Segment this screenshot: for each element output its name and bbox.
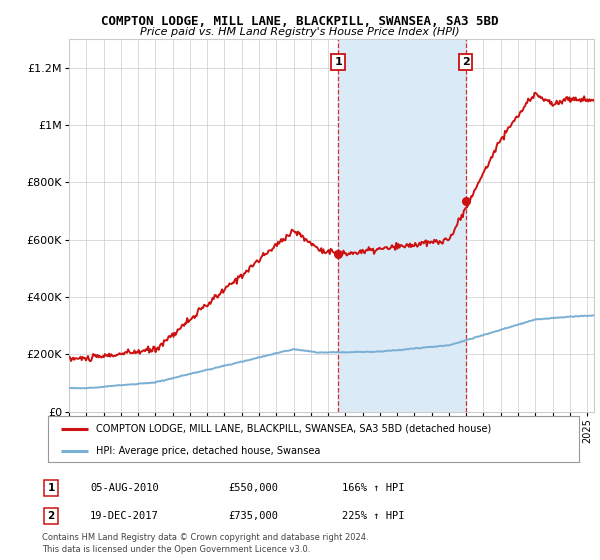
Text: £735,000: £735,000 [228, 511, 278, 521]
Text: 225% ↑ HPI: 225% ↑ HPI [342, 511, 404, 521]
Text: 166% ↑ HPI: 166% ↑ HPI [342, 483, 404, 493]
Text: 1: 1 [334, 57, 342, 67]
Text: Price paid vs. HM Land Registry's House Price Index (HPI): Price paid vs. HM Land Registry's House … [140, 27, 460, 37]
Text: 19-DEC-2017: 19-DEC-2017 [90, 511, 159, 521]
Text: This data is licensed under the Open Government Licence v3.0.: This data is licensed under the Open Gov… [42, 545, 310, 554]
Text: 2: 2 [461, 57, 469, 67]
Text: COMPTON LODGE, MILL LANE, BLACKPILL, SWANSEA, SA3 5BD (detached house): COMPTON LODGE, MILL LANE, BLACKPILL, SWA… [96, 424, 491, 434]
Bar [338, 39, 466, 412]
Text: COMPTON LODGE, MILL LANE, BLACKPILL, SWANSEA, SA3 5BD: COMPTON LODGE, MILL LANE, BLACKPILL, SWA… [101, 15, 499, 27]
Text: 1: 1 [47, 483, 55, 493]
Text: 05-AUG-2010: 05-AUG-2010 [90, 483, 159, 493]
Text: HPI: Average price, detached house, Swansea: HPI: Average price, detached house, Swan… [96, 446, 320, 455]
Text: 2: 2 [47, 511, 55, 521]
Text: £550,000: £550,000 [228, 483, 278, 493]
Text: Contains HM Land Registry data © Crown copyright and database right 2024.: Contains HM Land Registry data © Crown c… [42, 533, 368, 542]
